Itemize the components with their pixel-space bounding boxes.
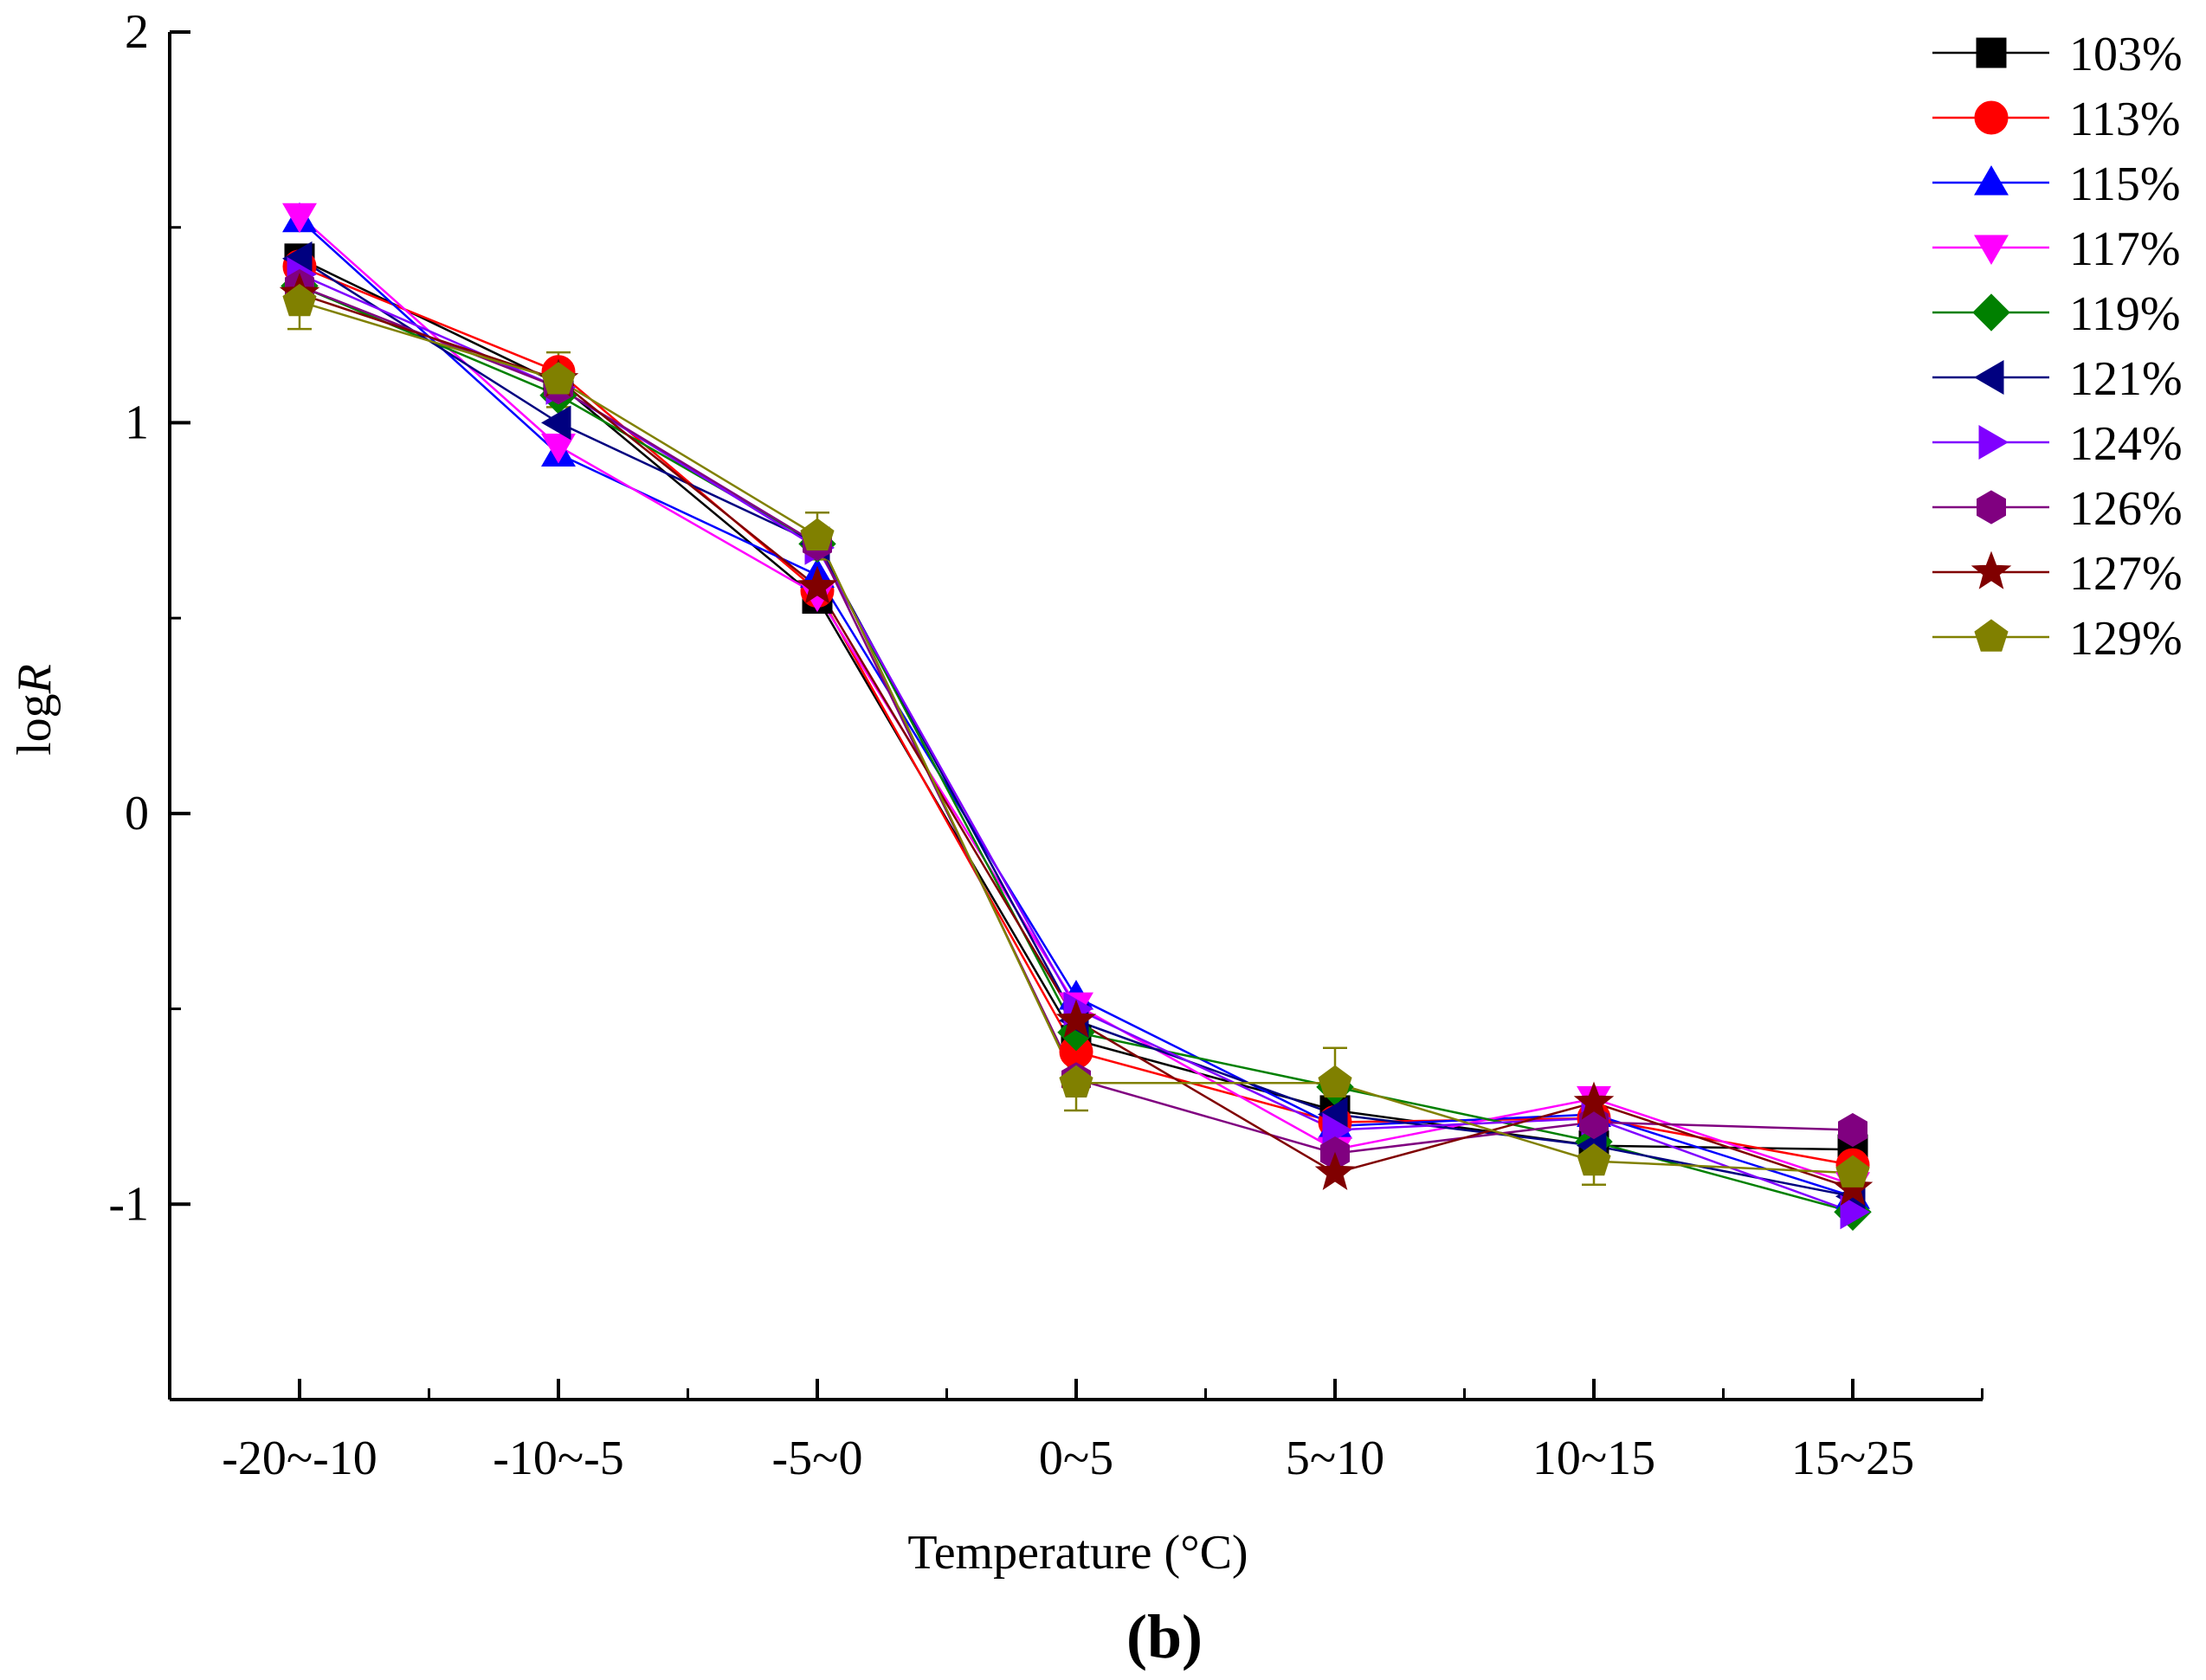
legend-label: 129% bbox=[2069, 612, 2183, 666]
axes-layer: -1 0 1 2 -20~-10 -10~-5 -5~0 0~5 5~10 10~15 15~25 bbox=[108, 5, 1983, 1485]
legend-marker bbox=[1974, 235, 2009, 265]
legend-marker bbox=[1974, 619, 2009, 652]
legend-label: 121% bbox=[2069, 352, 2183, 406]
data-point bbox=[1055, 999, 1097, 1038]
legend-item: 126% bbox=[1932, 482, 2183, 536]
x-tick-label: 10~15 bbox=[1532, 1432, 1655, 1485]
legend-item: 103% bbox=[1932, 28, 2183, 81]
legend-item: 117% bbox=[1932, 222, 2181, 276]
y-axis-title-prefix: log bbox=[8, 693, 61, 756]
legend-label: 124% bbox=[2069, 417, 2183, 471]
data-point bbox=[282, 283, 317, 317]
legend-item: 113% bbox=[1932, 93, 2181, 146]
series-layer bbox=[279, 202, 1874, 1232]
y-tick-label: 1 bbox=[125, 396, 149, 449]
panel-label: (b) bbox=[1126, 1602, 1203, 1671]
legend-label: 117% bbox=[2069, 222, 2181, 276]
data-point bbox=[541, 362, 576, 395]
legend-label: 115% bbox=[2069, 158, 2181, 211]
y-axis-title-variable: R bbox=[8, 664, 61, 694]
data-point bbox=[1573, 1081, 1615, 1120]
legend-item: 119% bbox=[1932, 287, 2181, 341]
x-tick-label: 0~5 bbox=[1039, 1432, 1113, 1485]
legend-item: 124% bbox=[1932, 417, 2183, 471]
data-point bbox=[1838, 1112, 1867, 1148]
legend-label: 113% bbox=[2069, 93, 2181, 146]
data-point bbox=[1318, 1065, 1352, 1097]
legend-marker bbox=[1974, 100, 2009, 135]
data-point bbox=[800, 518, 835, 550]
y-tick-label: 0 bbox=[125, 787, 149, 840]
legend: 103% 113% 115% 117% 119% 121% 124% 126% 127% 129% bbox=[1932, 28, 2183, 666]
x-tick-label: 5~10 bbox=[1286, 1432, 1384, 1485]
legend-item: 127% bbox=[1932, 547, 2183, 601]
legend-label: 119% bbox=[2069, 287, 2181, 341]
data-point bbox=[282, 203, 317, 234]
legend-label: 103% bbox=[2069, 28, 2183, 81]
y-tick-label: 2 bbox=[125, 5, 149, 59]
y-axis-title: logR bbox=[8, 664, 61, 756]
legend-marker bbox=[1974, 165, 2009, 196]
x-tick-label: 15~25 bbox=[1791, 1432, 1914, 1485]
legend-item: 121% bbox=[1932, 352, 2183, 406]
x-tick-label: -10~-5 bbox=[493, 1432, 624, 1485]
data-point bbox=[540, 405, 571, 441]
legend-item: 129% bbox=[1932, 612, 2183, 666]
x-axis-title: Temperature (°C) bbox=[907, 1526, 1248, 1580]
y-tick-label: -1 bbox=[108, 1177, 149, 1231]
legend-item: 115% bbox=[1932, 158, 2181, 211]
legend-marker bbox=[1977, 490, 2006, 525]
legend-label: 127% bbox=[2069, 547, 2183, 601]
legend-marker bbox=[1974, 360, 2004, 395]
x-tick-label: -5~0 bbox=[772, 1432, 863, 1485]
legend-label: 126% bbox=[2069, 482, 2183, 536]
legend-marker bbox=[1978, 425, 2009, 460]
legend-marker bbox=[1972, 293, 2010, 331]
data-point bbox=[1840, 1194, 1871, 1230]
x-tick-label: -20~-10 bbox=[222, 1432, 377, 1485]
data-point bbox=[1577, 1143, 1611, 1176]
legend-marker bbox=[1971, 550, 2012, 589]
data-point bbox=[797, 565, 838, 604]
data-point bbox=[1314, 1151, 1356, 1190]
data-point bbox=[541, 434, 576, 464]
legend-marker bbox=[1976, 37, 2007, 68]
data-point bbox=[1059, 1065, 1093, 1097]
data-point bbox=[1835, 1155, 1870, 1188]
series-markers-129pct bbox=[282, 283, 1870, 1188]
